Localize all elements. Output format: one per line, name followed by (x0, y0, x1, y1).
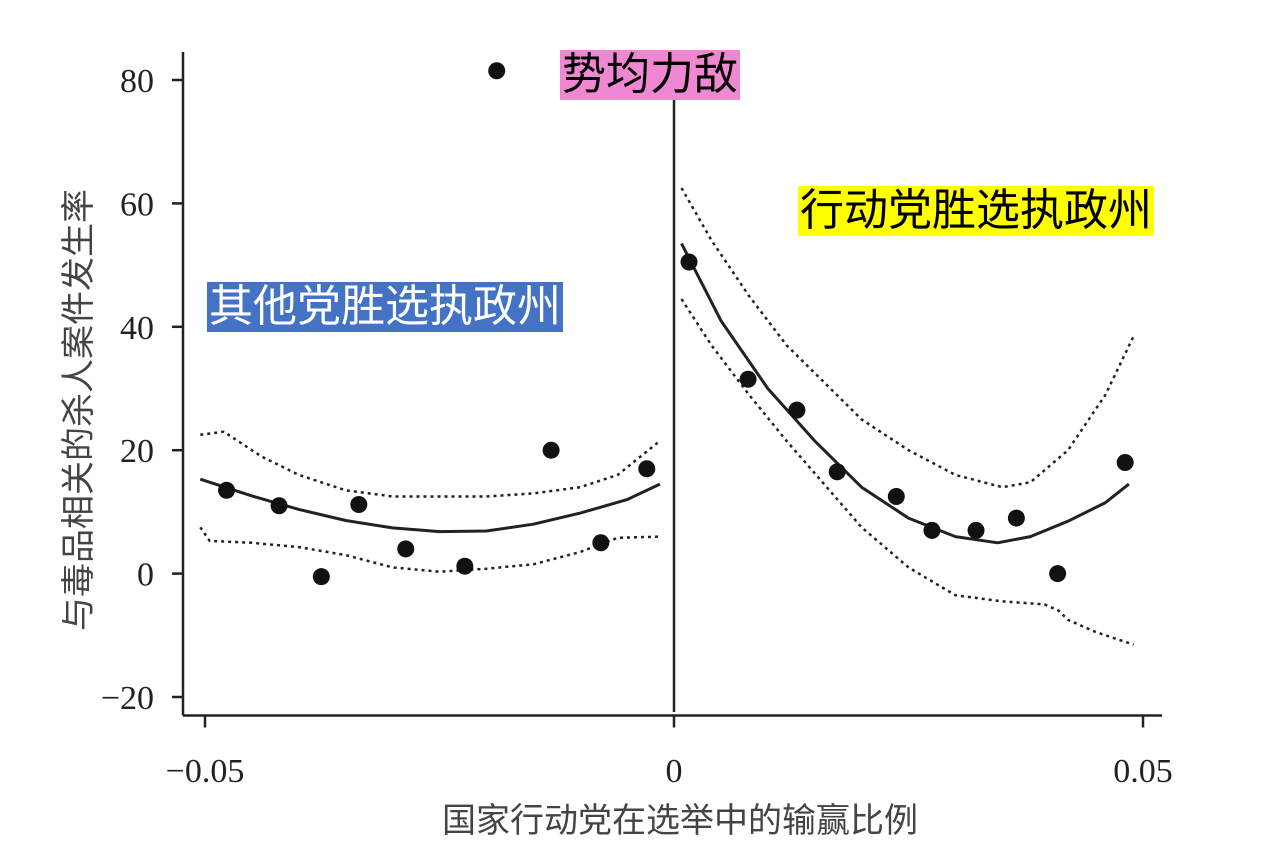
y-tick-label: 40 (120, 310, 154, 347)
annotation-pan-states-label: 行动党胜选执政州 (798, 185, 1154, 236)
data-point (788, 401, 806, 419)
axes (181, 52, 1162, 717)
data-point (923, 521, 941, 539)
data-point (828, 463, 846, 481)
data-point (488, 62, 506, 80)
data-point (312, 568, 330, 586)
x-tick-label: −0.05 (166, 753, 245, 790)
data-point (1007, 509, 1025, 527)
data-point (542, 441, 560, 459)
data-point (638, 460, 656, 478)
series-fit-left (199, 477, 661, 534)
x-axis-title: 国家行动党在选举中的输赢比例 (442, 801, 918, 841)
data-point (350, 495, 368, 513)
series-ci-left-lower (199, 526, 660, 573)
data-point (887, 487, 905, 505)
y-tick-label: 20 (120, 433, 154, 470)
series-fit-right (680, 242, 1130, 545)
data-point (1049, 565, 1067, 583)
data-point (270, 497, 288, 515)
data-point (680, 253, 698, 271)
tick-layer: 80 60 40 20 0 −20 −0.05 0 0.05 (101, 63, 1173, 790)
y-axis-title: 与毒品相关的杀人案件发生率 (59, 189, 99, 631)
data-point (1116, 454, 1134, 472)
annotation-tie-label: 势均力敌 (560, 49, 740, 100)
series-ci-left-upper (200, 430, 661, 498)
y-tick-label: 60 (120, 186, 154, 223)
series-ci-right-lower (680, 298, 1134, 646)
annotation-other-states-label: 其他党胜选执政州 (207, 281, 563, 332)
data-point (739, 370, 757, 388)
y-tick-label: 80 (120, 63, 154, 100)
x-tick-label: 0.05 (1113, 753, 1173, 790)
series-ci-right-upper (680, 187, 1135, 489)
data-point (592, 534, 610, 552)
data-point (456, 557, 474, 575)
data-point (397, 540, 415, 558)
y-tick-label: 0 (137, 557, 154, 594)
y-tick-label: −20 (101, 680, 154, 717)
data-point (967, 521, 985, 539)
series-layer (199, 187, 1135, 646)
x-tick-label: 0 (666, 753, 683, 790)
points-layer (218, 62, 1134, 586)
data-point (218, 481, 236, 499)
